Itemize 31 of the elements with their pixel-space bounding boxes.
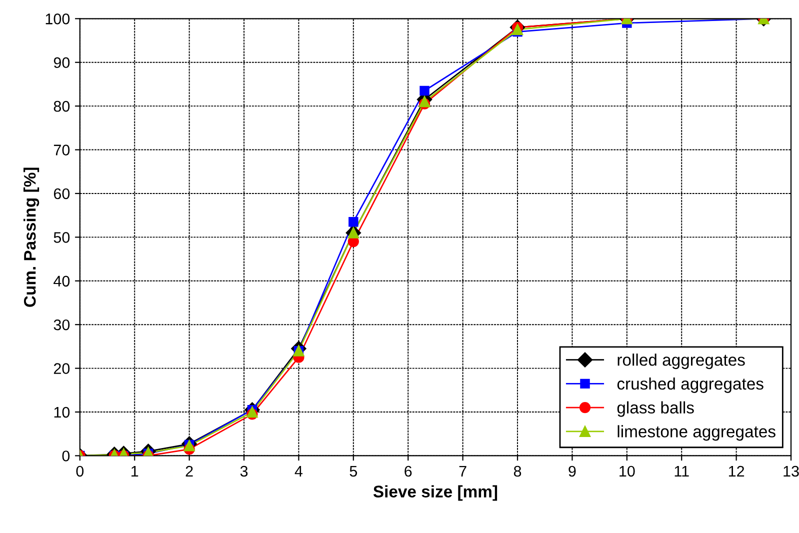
- x-tick-label: 13: [784, 466, 799, 477]
- y-tick-label: 60: [54, 188, 70, 200]
- y-tick-label: 70: [54, 144, 70, 156]
- y-tick-label: 100: [46, 14, 70, 24]
- y-tick-label: 50: [54, 232, 70, 243]
- y-tick-label: 30: [54, 319, 70, 330]
- x-axis-title: Sieve size [mm]: [373, 485, 498, 501]
- x-tick-label: 11: [674, 466, 689, 477]
- y-tick-label: 20: [54, 363, 70, 374]
- y-tick-label: 80: [54, 100, 70, 112]
- x-tick-label: 7: [459, 466, 466, 477]
- y-tick-label: 40: [54, 276, 70, 287]
- x-tick-label: 3: [240, 466, 248, 477]
- x-tick-label: 12: [728, 466, 744, 477]
- x-tick-label: 8: [514, 466, 522, 477]
- x-tick-label: 1: [132, 466, 138, 477]
- y-tick-label: 10: [54, 406, 70, 418]
- x-tick-label: 9: [568, 466, 576, 477]
- legend-label: crushed aggregates: [617, 377, 764, 393]
- x-tick-label: 0: [76, 466, 84, 477]
- y-axis-title: Cum. Passing [%]: [24, 168, 40, 307]
- x-tick-label: 2: [186, 466, 193, 477]
- y-tick-label: 90: [54, 57, 70, 68]
- legend-label: limestone aggregates: [618, 425, 776, 441]
- legend-label: rolled aggregates: [618, 354, 745, 370]
- y-tick-label: 0: [62, 450, 70, 462]
- x-tick-label: 6: [404, 466, 412, 477]
- x-tick-label: 4: [294, 466, 303, 477]
- legend-label: glass balls: [617, 401, 694, 417]
- x-tick-label: 5: [350, 466, 358, 477]
- x-tick-label: 10: [620, 466, 635, 477]
